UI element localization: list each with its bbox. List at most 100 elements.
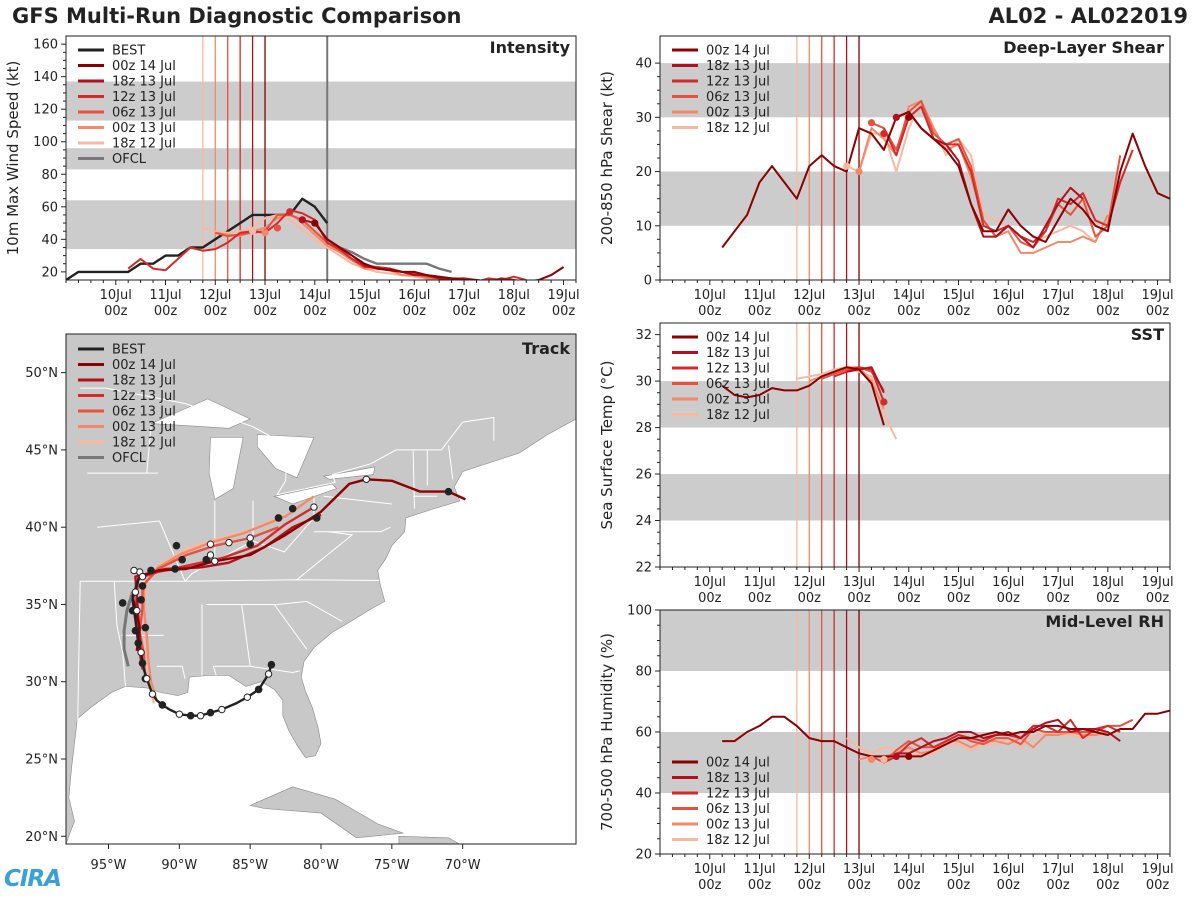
x-tick-hour: 00z [452,304,476,319]
x-tick-hour: 00z [204,304,228,319]
lon-label: 75°W [374,858,410,873]
y-tick-label: 100 [627,604,652,619]
ofcl-track [122,591,135,667]
track-dot-open [143,674,151,683]
x-tick-date: 13Jul [843,862,875,877]
rh-band [660,610,1170,671]
x-tick-date: 14Jul [893,288,925,303]
x-tick-date: 17Jul [448,288,480,303]
x-tick-hour: 00z [1096,878,1120,893]
track-dot [147,566,155,575]
logo-text: CIRA [4,866,62,892]
x-tick-hour: 00z [1046,591,1070,606]
shear-panel: 01020304010Jul00z11Jul00z12Jul00z13Jul00… [598,35,1174,319]
track-dot-open [264,670,273,678]
state-border [76,580,126,746]
y-tick-label: 160 [33,38,58,53]
x-tick-hour: 00z [847,304,871,319]
y-tick-label: 60 [41,200,58,215]
lat-label: 30°N [25,675,58,690]
sst-title: SST [1131,325,1164,344]
y-tick-label: 10 [635,219,652,234]
state-border [212,604,251,676]
y-tick-label: 28 [635,421,652,436]
run-series-5 [846,100,1097,243]
track-dot-open [246,534,254,542]
x-tick-hour: 00z [997,591,1021,606]
lake [208,437,244,500]
y-tick-label: 100 [33,135,58,150]
run-series-0 [721,110,1170,249]
legend-label: 00z 13 Jul [112,420,176,435]
y-tick-label: 26 [635,468,652,483]
run-series-3 [871,718,1134,764]
track-dot [137,596,145,604]
track-dot [206,708,215,717]
y-tick-label: 22 [635,561,652,576]
x-tick-hour: 00z [847,591,871,606]
x-tick-hour: 00z [947,591,971,606]
x-tick-date: 11Jul [743,575,775,590]
legend-label: BEST [112,343,145,358]
y-tick-label: 0 [644,274,652,289]
lat-label: 45°N [25,443,58,458]
rh-panel: 2040608010010Jul00z11Jul00z12Jul00z13Jul… [598,604,1174,894]
land [66,334,576,844]
legend-label: 12z 13 Jul [706,787,770,802]
lake [273,483,338,505]
x-tick-hour: 00z [798,878,822,893]
x-tick-hour: 00z [1096,304,1120,319]
track-dot-open [131,588,140,596]
legend-label: 18z 13 Jul [112,374,176,389]
track-dot-open [138,572,147,581]
track-title: Track [522,339,570,358]
track-dot [138,582,147,590]
legend-label: BEST [112,44,145,59]
x-tick-date: 12Jul [793,575,825,590]
state-border [146,426,152,474]
sst-ylabel: Sea Surface Temp (°C) [598,360,616,529]
track-dot [246,540,254,548]
track-dot-open [218,705,226,714]
x-tick-hour: 00z [847,878,871,893]
island [249,786,404,839]
lake [150,398,251,429]
track-dot [444,487,453,496]
x-tick-hour: 00z [1146,878,1170,893]
x-tick-hour: 00z [698,304,722,319]
track-dot [274,514,283,522]
x-tick-date: 17Jul [1042,288,1074,303]
sst-frame [659,322,1171,568]
x-tick-hour: 00z [1146,304,1170,319]
rh-title: Mid-Level RH [1045,612,1164,631]
track-dot [186,711,195,720]
x-tick-hour: 00z [897,591,921,606]
x-tick-hour: 00z [1046,878,1070,893]
track-dot [254,685,263,694]
lat-label: 50°N [25,366,58,381]
legend-label: 06z 13 Jul [706,802,770,817]
intensity-panel: 2040608010012014016010Jul00z11Jul00z12Ju… [4,35,580,319]
track-dot [141,623,150,632]
x-tick-date: 16Jul [992,288,1024,303]
legend-label: 18z 13 Jul [706,59,770,74]
x-tick-hour: 00z [947,304,971,319]
x-tick-date: 15Jul [942,575,974,590]
legend-label: 00z 14 Jul [706,44,770,59]
legend-label: 18z 12 Jul [706,833,770,848]
state-border [250,665,300,674]
x-tick-date: 10Jul [100,288,132,303]
y-tick-label: 40 [41,233,58,248]
x-tick-hour: 00z [947,878,971,893]
y-tick-label: 80 [635,665,652,680]
legend-label: 06z 13 Jul [706,377,770,392]
x-tick-date: 18Jul [1092,862,1124,877]
track-dot-open [362,475,371,483]
page-title: GFS Multi-Run Diagnostic Comparison [12,4,462,28]
x-tick-date: 17Jul [1042,575,1074,590]
run-series-0 [721,366,885,426]
y-tick-label: 40 [635,787,652,802]
x-tick-hour: 00z [997,304,1021,319]
run-marker [273,224,282,232]
track-dot-open [148,690,157,698]
